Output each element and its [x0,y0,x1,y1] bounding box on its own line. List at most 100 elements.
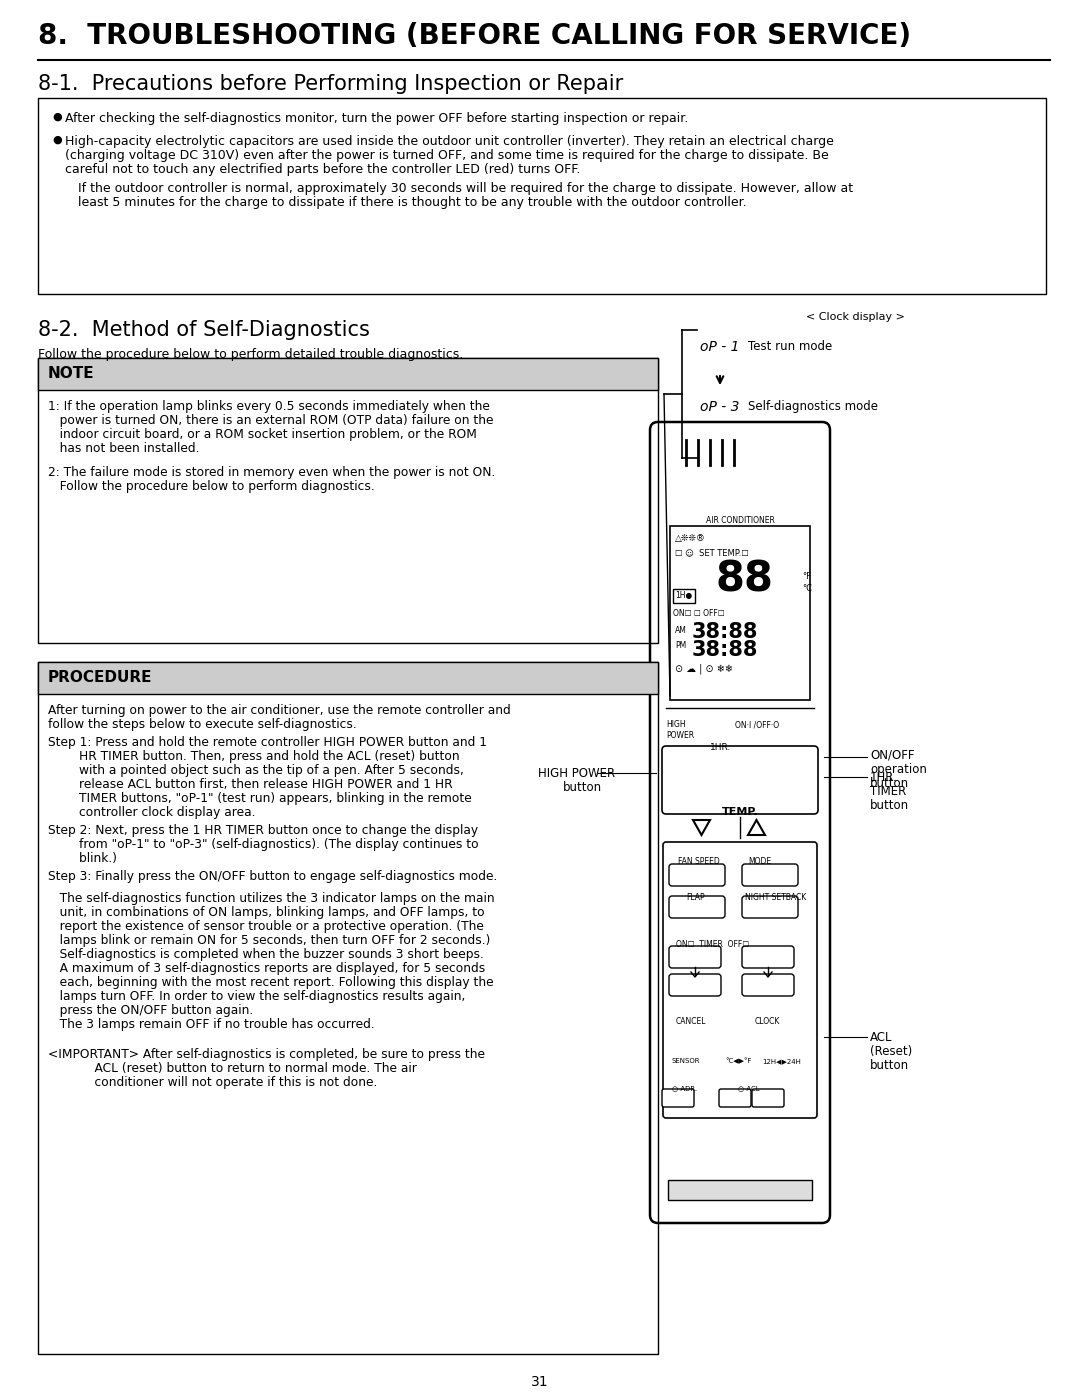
FancyBboxPatch shape [742,946,794,968]
Text: Self-diagnostics is completed when the buzzer sounds 3 short beeps.: Self-diagnostics is completed when the b… [48,949,484,961]
Text: 88: 88 [716,557,774,599]
Text: with a pointed object such as the tip of a pen. After 5 seconds,: with a pointed object such as the tip of… [48,764,464,777]
Circle shape [706,490,714,497]
Text: If the outdoor controller is normal, approximately 30 seconds will be required f: If the outdoor controller is normal, app… [78,182,853,196]
FancyBboxPatch shape [662,746,818,814]
Text: each, beginning with the most recent report. Following this display the: each, beginning with the most recent rep… [48,977,494,989]
Bar [38,662,658,1354]
Text: 1HR.: 1HR. [710,743,731,752]
Text: NOTE: NOTE [48,366,95,381]
Text: TEMP.: TEMP. [721,807,758,817]
Text: < Clock display >: < Clock display > [806,312,904,321]
Circle shape [681,1067,691,1078]
Circle shape [681,476,690,483]
Circle shape [694,490,702,497]
Text: FLAP: FLAP [686,893,704,902]
Text: Test run mode: Test run mode [748,339,833,353]
Text: ON☐  TIMER  OFF☐: ON☐ TIMER OFF☐ [676,940,750,949]
Text: from "oP-1" to "oP-3" (self-diagnostics). (The display continues to: from "oP-1" to "oP-3" (self-diagnostics)… [48,838,478,851]
Polygon shape [693,820,710,835]
Text: 1: If the operation lamp blinks every 0.5 seconds immediately when the: 1: If the operation lamp blinks every 0.… [48,400,490,414]
Text: (charging voltage DC 310V) even after the power is turned OFF, and some time is : (charging voltage DC 310V) even after th… [65,149,828,162]
Circle shape [672,754,708,791]
FancyBboxPatch shape [663,842,816,1118]
Text: <IMPORTANT> After self-diagnostics is completed, be sure to press the: <IMPORTANT> After self-diagnostics is co… [48,1048,485,1060]
Text: ON☐ ☐ OFF☐: ON☐ ☐ OFF☐ [673,609,725,617]
Circle shape [715,787,725,798]
Circle shape [718,490,726,497]
Text: conditioner will not operate if this is not done.: conditioner will not operate if this is … [48,1076,377,1090]
Circle shape [752,752,764,763]
FancyBboxPatch shape [669,974,721,996]
Text: AIR CONDITIONER: AIR CONDITIONER [705,515,774,525]
Text: button: button [563,781,603,793]
Text: oP - 1: oP - 1 [700,339,740,353]
Text: ●: ● [52,112,62,122]
Text: CANCEL: CANCEL [676,1017,706,1025]
Circle shape [732,1067,742,1078]
Bar [38,358,658,390]
Text: (Reset): (Reset) [870,1045,913,1058]
FancyBboxPatch shape [719,1090,751,1106]
Text: button: button [870,777,909,789]
Circle shape [700,757,740,798]
FancyBboxPatch shape [669,863,725,886]
Text: 38:88: 38:88 [692,622,758,643]
Text: ON/OFF: ON/OFF [870,749,915,761]
Text: button: button [870,1059,909,1071]
Text: 12H◀▶24H: 12H◀▶24H [762,1058,801,1065]
Text: 1HR.: 1HR. [870,771,897,784]
Circle shape [683,1025,707,1049]
Text: ⊙ ☁ | ⊙ ❄❄: ⊙ ☁ | ⊙ ❄❄ [675,664,733,675]
FancyBboxPatch shape [669,895,725,918]
FancyBboxPatch shape [742,863,798,886]
Text: Follow the procedure below to perform detailed trouble diagnostics.: Follow the procedure below to perform de… [38,348,463,360]
Text: controller clock display area.: controller clock display area. [48,806,256,819]
Text: blink.): blink.) [48,852,117,865]
Text: ACL (reset) button to return to normal mode. The air: ACL (reset) button to return to normal m… [48,1062,417,1076]
Text: lamps turn OFF. In order to view the self-diagnostics results again,: lamps turn OFF. In order to view the sel… [48,990,465,1003]
Circle shape [708,766,731,788]
Text: operation: operation [870,763,927,775]
Text: 2: The failure mode is stored in memory even when the power is not ON.: 2: The failure mode is stored in memory … [48,467,496,479]
Text: A maximum of 3 self-diagnostics reports are displayed, for 5 seconds: A maximum of 3 self-diagnostics reports … [48,963,485,975]
Text: ○ ADR.: ○ ADR. [672,1085,697,1091]
Text: 1H●: 1H● [675,591,692,599]
FancyBboxPatch shape [742,974,794,996]
Bar [38,98,1047,293]
Text: Step 2: Next, press the 1 HR TIMER button once to change the display: Step 2: Next, press the 1 HR TIMER butto… [48,824,478,837]
Text: After turning on power to the air conditioner, use the remote controller and: After turning on power to the air condit… [48,704,511,717]
Text: After checking the self-diagnostics monitor, turn the power OFF before starting : After checking the self-diagnostics moni… [65,112,688,124]
Text: unit, in combinations of ON lamps, blinking lamps, and OFF lamps, to: unit, in combinations of ON lamps, blink… [48,907,485,919]
Text: 8-2.  Method of Self-Diagnostics: 8-2. Method of Self-Diagnostics [38,320,369,339]
Text: ●: ● [52,136,62,145]
Text: HR TIMER button. Then, press and hold the ACL (reset) button: HR TIMER button. Then, press and hold th… [48,750,460,763]
Text: ○ ACL: ○ ACL [738,1085,759,1091]
FancyBboxPatch shape [650,422,831,1222]
Text: indoor circuit board, or a ROM socket insertion problem, or the ROM: indoor circuit board, or a ROM socket in… [48,427,477,441]
Circle shape [718,476,726,483]
Text: follow the steps below to execute self-diagnostics.: follow the steps below to execute self-d… [48,718,356,731]
Bar [38,358,658,643]
Circle shape [706,476,714,483]
Text: NIGHT SETBACK: NIGHT SETBACK [745,893,807,902]
Text: FAN SPEED: FAN SPEED [678,856,719,866]
Circle shape [770,1067,780,1078]
Text: Step 1: Press and hold the remote controller HIGH POWER button and 1: Step 1: Press and hold the remote contro… [48,736,487,749]
FancyBboxPatch shape [752,1090,784,1106]
Circle shape [733,738,773,777]
Text: °C◀▶°F: °C◀▶°F [725,1058,752,1065]
Text: SENSOR: SENSOR [672,1058,701,1065]
Text: PM: PM [675,641,686,650]
Text: lamps blink or remain ON for 5 seconds, then turn OFF for 2 seconds.): lamps blink or remain ON for 5 seconds, … [48,935,490,947]
Text: power is turned ON, there is an external ROM (OTP data) failure on the: power is turned ON, there is an external… [48,414,494,427]
Text: The 3 lamps remain OFF if no trouble has occurred.: The 3 lamps remain OFF if no trouble has… [48,1018,375,1031]
Text: careful not to touch any electrified parts before the controller LED (red) turns: careful not to touch any electrified par… [65,163,580,176]
Text: ON·I /OFF·O: ON·I /OFF·O [735,719,779,729]
Text: press the ON/OFF button again.: press the ON/OFF button again. [48,1004,253,1017]
FancyBboxPatch shape [742,895,798,918]
Bar [669,1180,812,1200]
Text: PROCEDURE: PROCEDURE [48,671,152,685]
Text: △❊❊®: △❊❊® [675,534,706,543]
Text: button: button [870,799,909,812]
